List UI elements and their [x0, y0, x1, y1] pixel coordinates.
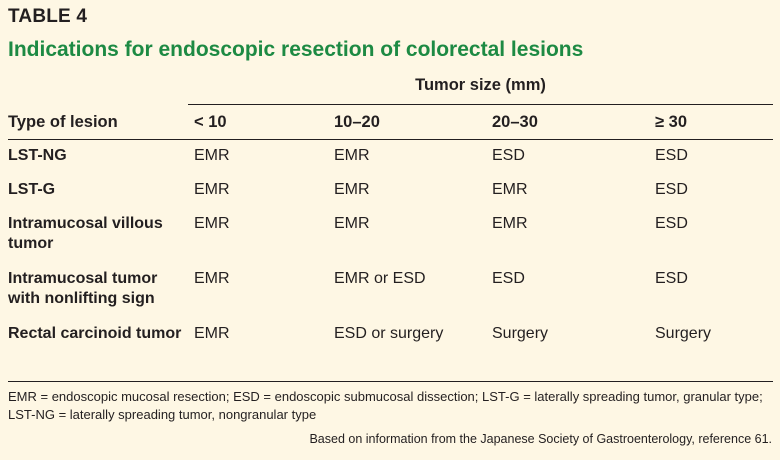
cell-20-30: ESD [492, 270, 525, 287]
table-footnote: EMR = endoscopic mucosal resection; ESD … [8, 389, 763, 422]
header-lt-10: < 10 [194, 113, 227, 131]
row-lesion: Intramucosal tumor with nonlifting sign [8, 270, 158, 307]
cell-gte-30: ESD [655, 270, 688, 287]
column-spanner-tumor-size: Tumor size (mm) [415, 76, 546, 94]
cell-lt-10: EMR [194, 270, 230, 287]
table-row: LST-NG EMR EMR ESD ESD [8, 146, 773, 166]
cell-lt-10: EMR [194, 215, 230, 232]
row-lesion: LST-NG [8, 147, 67, 164]
header-type-of-lesion: Type of lesion [8, 113, 118, 131]
cell-10-20: EMR [334, 215, 370, 232]
cell-gte-30: Surgery [655, 325, 712, 342]
table-row: Rectal carcinoid tumor EMR ESD or surger… [8, 324, 773, 344]
table-label: TABLE 4 [8, 6, 88, 27]
table-row: LST-G EMR EMR EMR ESD [8, 180, 773, 200]
cell-gte-30: ESD [655, 215, 688, 232]
header-row: Type of lesion < 10 10–20 20–30 ≥ 30 [8, 108, 773, 139]
cell-20-30: EMR [492, 181, 528, 198]
cell-20-30: ESD [492, 147, 525, 164]
cell-20-30: EMR [492, 215, 528, 232]
cell-gte-30: ESD [655, 181, 688, 198]
table-row: Intramucosal tumor with nonlifting sign … [8, 269, 773, 309]
cell-lt-10: EMR [194, 147, 230, 164]
footer-rule [8, 381, 773, 382]
header-row-container: Type of lesion < 10 10–20 20–30 ≥ 30 [8, 108, 773, 139]
cell-10-20: ESD or surgery [334, 325, 444, 342]
row-lesion: Rectal carcinoid tumor [8, 325, 182, 342]
source-note: Based on information from the Japanese S… [309, 432, 772, 446]
cell-10-20: EMR [334, 181, 370, 198]
row-lesion: LST-G [8, 181, 56, 198]
cell-10-20: EMR or ESD [334, 270, 426, 287]
table-title: Indications for endoscopic resection of … [8, 38, 584, 61]
cell-10-20: EMR [334, 147, 370, 164]
cell-lt-10: EMR [194, 181, 230, 198]
header-10-20: 10–20 [334, 113, 380, 131]
header-20-30: 20–30 [492, 113, 538, 131]
table-body: LST-NG EMR EMR ESD ESD LST-G EMR EMR EMR… [8, 146, 773, 359]
header-gte-30: ≥ 30 [655, 113, 687, 131]
spanner-rule [188, 104, 773, 105]
header-rule [8, 139, 773, 140]
row-lesion: Intramucosal villous tumor [8, 215, 163, 252]
cell-gte-30: ESD [655, 147, 688, 164]
cell-20-30: Surgery [492, 325, 549, 342]
table-row: Intramucosal villous tumor EMR EMR EMR E… [8, 214, 773, 254]
cell-lt-10: EMR [194, 325, 230, 342]
